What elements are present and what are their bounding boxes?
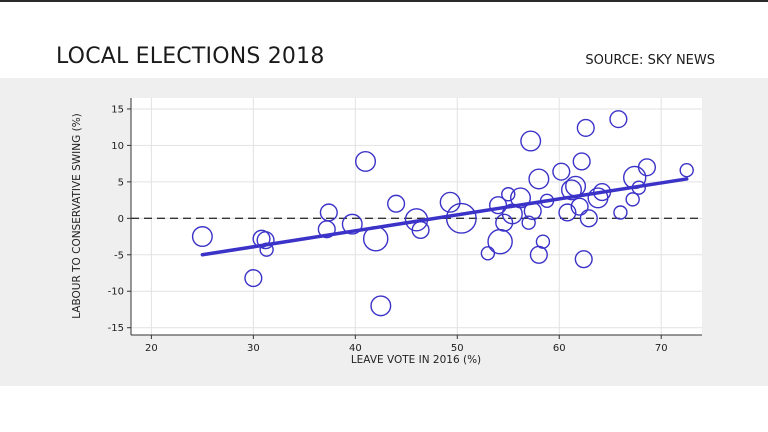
data-bubble	[609, 110, 628, 129]
data-bubble	[574, 250, 593, 269]
data-bubble	[520, 130, 542, 152]
y-tick-label: 5	[118, 177, 124, 188]
x-tick-label: 30	[247, 343, 260, 354]
data-bubble	[552, 162, 571, 181]
data-bubble	[535, 234, 551, 249]
data-bubble	[572, 152, 591, 171]
gridlines	[131, 98, 702, 335]
x-tick-label: 20	[145, 343, 158, 354]
data-bubble	[256, 231, 275, 250]
y-tick-label: -10	[108, 287, 124, 298]
page-title: LOCAL ELECTIONS 2018	[56, 44, 325, 69]
data-bubble	[558, 203, 577, 222]
data-bubble	[480, 246, 496, 261]
data-bubble	[387, 194, 406, 213]
data-bubble	[501, 187, 516, 202]
fit-line-group	[200, 177, 689, 257]
y-tick-label: 10	[111, 141, 124, 152]
data-bubble	[341, 213, 363, 235]
data-bubble	[570, 197, 589, 216]
data-bubble	[439, 191, 461, 213]
data-bubble	[244, 269, 263, 288]
footer	[0, 386, 768, 432]
data-bubble	[579, 209, 598, 228]
fit-line	[200, 177, 689, 257]
data-bubble	[319, 203, 338, 222]
y-tick-label: -15	[108, 323, 124, 334]
x-tick-label: 40	[349, 343, 362, 354]
y-axis-title: LABOUR TO CONSERVATIVE SWING (%)	[71, 113, 83, 319]
chart-panel: 15 10 5 0 -5 -10 -15 20 30 40 50 60 70 LEAVE VOTE IN…	[0, 78, 768, 386]
plot-area	[131, 98, 702, 335]
y-tick-label: -5	[114, 250, 124, 261]
top-rule	[0, 0, 768, 2]
data-bubble	[576, 118, 595, 137]
data-bubble	[528, 168, 550, 190]
data-bubble	[489, 196, 508, 215]
data-bubble	[495, 213, 514, 232]
data-bubble	[521, 215, 536, 230]
y-tick-label: 0	[118, 214, 124, 225]
data-bubble	[637, 158, 657, 177]
x-tick-label: 60	[553, 343, 566, 354]
data-bubble	[613, 205, 628, 220]
data-bubble	[191, 226, 213, 248]
data-bubble	[370, 295, 392, 317]
x-tick-label: 70	[655, 343, 668, 354]
data-bubble	[445, 202, 477, 234]
data-bubble	[560, 179, 582, 201]
y-tick-label: 15	[111, 104, 124, 115]
data-bubble	[510, 187, 531, 209]
data-bubble	[625, 192, 640, 207]
x-tick-label: 50	[451, 343, 464, 354]
axes	[130, 98, 702, 336]
data-bubble	[679, 162, 694, 178]
header: LOCAL ELECTIONS 2018 SOURCE: SKY NEWS	[0, 2, 768, 78]
data-bubble	[355, 150, 377, 172]
source-credit: SOURCE: SKY NEWS	[585, 53, 715, 68]
x-axis-title: LEAVE VOTE IN 2016 (%)	[351, 354, 481, 366]
